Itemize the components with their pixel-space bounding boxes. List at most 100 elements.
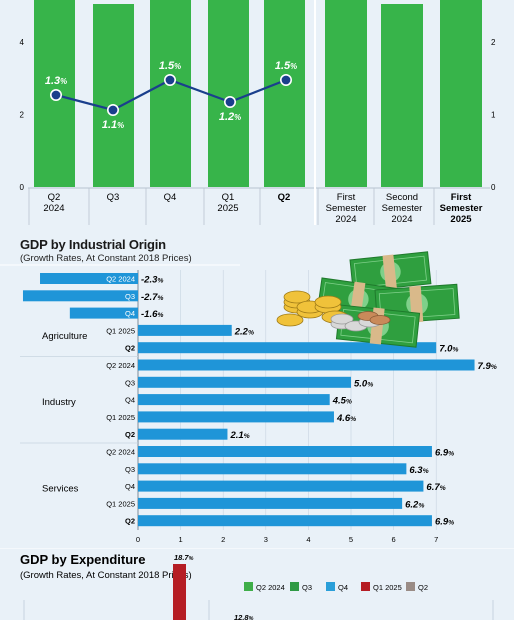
bar-industry-2: [138, 394, 330, 406]
period-label: Q1 2025: [106, 499, 135, 508]
bar-6: [381, 4, 423, 187]
category-label: Q4: [164, 192, 177, 203]
value-label: 2.2%: [234, 326, 254, 337]
category-label: Q3: [107, 192, 120, 203]
gold-coin: [314, 295, 342, 309]
value-label: 6.7%: [426, 482, 445, 493]
group-label: Industry: [42, 397, 76, 408]
value-label: 7.9%: [478, 361, 497, 372]
gold-coin: [276, 313, 304, 327]
value-label: -2.3%: [141, 275, 163, 286]
value-label: 6.3%: [409, 465, 428, 476]
data-label-0: 1.3%: [45, 75, 67, 87]
left-axis-tick: 2: [20, 111, 25, 120]
value-label: 5.0%: [354, 378, 373, 389]
expenditure-chart: GDP by Expenditure (Growth Rates, At Cons…: [0, 548, 514, 620]
bar-1: [93, 4, 134, 187]
x-axis-tick: 3: [264, 535, 268, 544]
period-label: Q4: [125, 482, 135, 491]
bar-5: [325, 0, 367, 187]
x-axis-tick: 2: [221, 535, 225, 544]
bar-industry-0: [138, 359, 475, 371]
period-label: Q2: [125, 517, 135, 526]
legend-swatch-2: [326, 582, 335, 591]
bar-agriculture-2: [69, 307, 138, 319]
data-label-4: 1.5%: [275, 60, 297, 72]
bar-3: [208, 0, 249, 187]
category-label: First Semester 2024: [326, 192, 367, 225]
category-band: [0, 187, 514, 232]
left-axis-tick: 0: [20, 183, 25, 192]
category-label: Q2 2024: [43, 192, 64, 214]
bar-services-1: [138, 463, 407, 475]
period-label: Q2: [125, 430, 135, 439]
bar-2: [150, 0, 191, 187]
period-label: Q3: [125, 465, 135, 474]
bronze-coin: [369, 315, 391, 325]
category-label: Q2: [278, 192, 291, 203]
period-label: Q4: [125, 309, 135, 318]
x-axis-tick: 6: [392, 535, 396, 544]
x-axis-tick: 0: [136, 535, 140, 544]
value-label: 6.9%: [435, 448, 454, 459]
x-axis-tick: 7: [434, 535, 438, 544]
data-label-1: 1.1%: [102, 119, 124, 131]
silver-coin: [330, 313, 354, 325]
legend-label-2: Q4: [338, 583, 348, 592]
gold-coin: [283, 290, 311, 304]
value-label: 6.9%: [435, 517, 454, 528]
period-label: Q1 2025: [106, 413, 135, 422]
data-point-1: [107, 104, 120, 117]
bar-4: [264, 0, 305, 187]
right-axis-tick: 0: [491, 183, 496, 192]
value-label: -2.7%: [141, 292, 163, 303]
industrial-origin-title: GDP by Industrial Origin: [20, 237, 166, 252]
legend-label-3: Q1 2025: [373, 583, 402, 592]
x-axis-tick: 4: [306, 535, 310, 544]
bar-industry-1: [138, 376, 351, 388]
bar-7: [440, 0, 482, 187]
category-label: Q1 2025: [217, 192, 238, 214]
period-label: Q3: [125, 292, 135, 301]
data-label-3: 1.2%: [219, 111, 241, 123]
bar-agriculture-1: [22, 290, 139, 302]
data-label-2: 1.5%: [159, 60, 181, 72]
x-axis-tick: 5: [349, 535, 353, 544]
right-axis-tick: 2: [491, 38, 496, 47]
group-label: Agriculture: [42, 331, 87, 342]
legend-swatch-1: [290, 582, 299, 591]
legend-label-1: Q3: [302, 583, 312, 592]
category-label: Second Semester 2024: [382, 192, 423, 225]
value-label: 2.1%: [229, 430, 249, 441]
right-axis-tick: 1: [491, 111, 496, 120]
industrial-origin-chart: 0 1 2 3 4 5 6 7 Q2 2024 -2.3% Q3 -2.7% Q4 -1.6% Q1 202…: [0, 251, 497, 544]
value-label: 12.8%: [234, 613, 254, 620]
value-label: 6.2%: [405, 499, 424, 510]
expenditure-subtitle: (Growth Rates, At Constant 2018 Prices): [20, 570, 192, 581]
legend-swatch-4: [406, 582, 415, 591]
value-label: 18.7%: [174, 553, 194, 562]
bar-q1-2025: [173, 564, 186, 620]
period-label: Q4: [125, 396, 135, 405]
period-label: Q2 2024: [106, 448, 135, 457]
value-label: -1.6%: [141, 309, 163, 320]
bar-agriculture-3: [138, 324, 232, 336]
period-label: Q2 2024: [106, 361, 135, 370]
data-point-2: [164, 74, 177, 87]
period-label: Q2: [125, 344, 135, 353]
expenditure-title: GDP by Expenditure: [20, 552, 145, 567]
bill-band: [382, 254, 397, 290]
bar-services-0: [138, 446, 432, 457]
bar-industry-3: [138, 411, 334, 423]
period-label: Q3: [125, 378, 135, 387]
value-label: 7.0%: [439, 344, 458, 355]
x-axis-tick: 1: [179, 535, 183, 544]
period-label: Q2 2024: [106, 275, 135, 284]
bar-services-3: [138, 497, 403, 509]
money-illustration: [276, 251, 460, 348]
value-label: 4.5%: [332, 396, 352, 407]
legend-label-4: Q2: [418, 583, 428, 592]
period-label: Q1 2025: [106, 326, 135, 335]
bar-industry-4: [138, 428, 228, 440]
bar-services-4: [138, 515, 432, 527]
